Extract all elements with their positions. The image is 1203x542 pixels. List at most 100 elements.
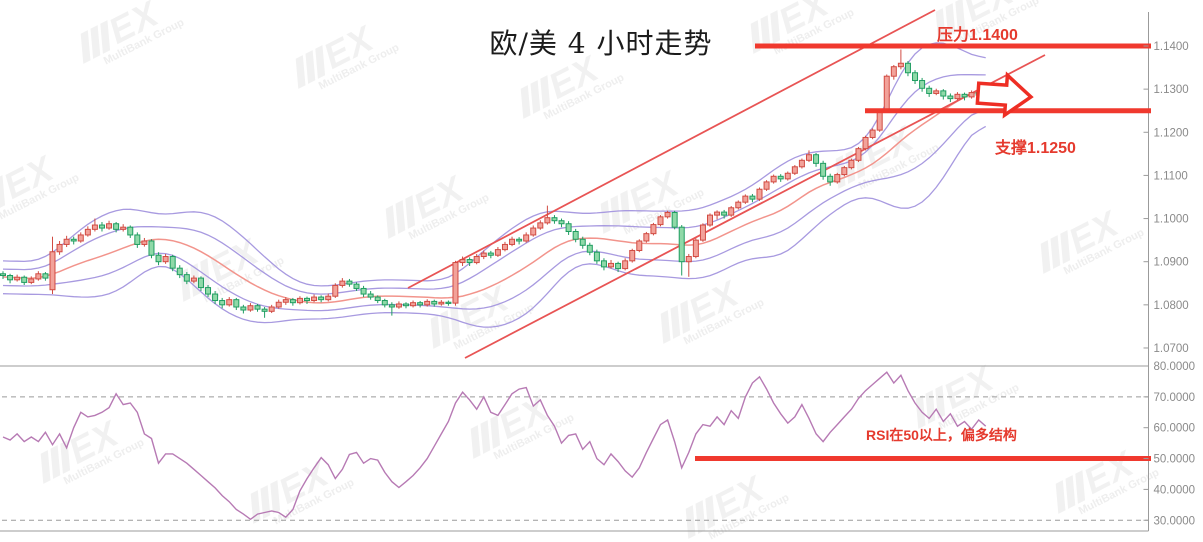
candle-body [572,231,579,240]
candle-body [127,226,134,236]
candle-body [919,80,926,89]
candle-body [148,240,155,256]
candle-body [834,174,841,183]
candle-body [600,260,607,268]
candle-body [664,212,671,218]
candle-body [91,224,98,230]
candle-body [42,273,49,279]
price-axis-label: 1.1100 [1154,170,1188,182]
candle-body [551,217,558,222]
candle-body [629,249,636,262]
candle-body [699,224,706,241]
bollinger-lower-outer-band [2,125,987,328]
candle-body [141,240,148,245]
candle-body [565,223,572,233]
candle-body [410,302,417,307]
candle-body [417,302,424,306]
chart-title: 欧/美 4 小时走势 [489,27,713,60]
candle-body [424,300,431,306]
candle-body [770,175,777,183]
candle-body [268,306,275,312]
candle-body [657,216,664,226]
rsi-axis-label: 70.0000 [1154,392,1196,404]
candle-body [558,220,565,225]
bollinger-upper-inner-band [2,73,986,295]
candle-body [841,167,848,176]
candle-body [254,305,261,310]
candle-body [862,136,869,150]
rsi-axis-label: 30.0000 [1154,515,1196,527]
trend-channel-lower-line [464,54,1046,359]
candle-body [7,275,14,281]
candle-body [933,90,940,94]
candle-body [325,295,332,301]
price-axis-label: 1.1000 [1154,214,1189,226]
right-arrow-annotation [975,71,1034,119]
candle-body [509,238,516,245]
candle-body [473,256,480,264]
candle-body [212,293,219,302]
candle-body [98,224,105,229]
candle-body [353,283,360,289]
candle-body [756,188,763,200]
candle-body [494,249,501,256]
candle-body [296,297,303,304]
candle-body [615,262,622,270]
candle-body [784,172,791,180]
candle-body [805,154,812,161]
candle-body [827,175,834,183]
candle-body [240,306,247,311]
price-axis-label: 1.0800 [1154,300,1189,312]
candle-body [586,244,593,253]
candle-body [707,214,713,226]
rsi-axis-label: 40.0000 [1154,484,1196,496]
candle-body [113,223,120,230]
candle-body [544,217,551,224]
candle-body [28,278,35,283]
candle-body [169,256,176,269]
candle-body [282,299,289,303]
price-axis-label: 1.1300 [1154,84,1189,96]
rsi-axis-label: 60.0000 [1154,423,1196,435]
candle-body [367,293,374,298]
candle-body [735,201,742,209]
candle-body [968,92,975,98]
candle-body [813,154,820,164]
candle-body [233,299,240,308]
candle-body [820,162,827,177]
bollinger-middle-band [2,89,986,304]
candle-body [912,72,919,82]
candle-body [537,222,544,229]
candle-body [876,111,883,131]
rsi-note-label: RSI在50以上，偏多结构 [866,427,1017,443]
candle-body [798,159,805,168]
candle-body [671,212,678,228]
price-axis-label: 1.1400 [1154,41,1189,53]
candle-body [77,234,84,242]
candle-body [579,238,586,246]
candle-body [205,287,212,295]
price-axis-label: 1.1200 [1154,127,1189,139]
candle-body [197,277,204,289]
candle-body [904,62,911,74]
candle-body [63,238,70,245]
price-axis-label: 1.0700 [1154,343,1189,355]
candle-body [650,224,657,235]
candle-body [593,251,600,262]
candle-body [480,252,487,258]
candle-body [714,211,721,216]
bollinger-lower-inner-band [2,108,986,312]
candle-body [120,226,127,230]
candle-body [869,129,876,138]
candle-body [49,251,56,291]
rsi-axis-label: 80.0000 [1154,361,1196,373]
candle-body [339,280,346,286]
candle-body [84,228,91,236]
candle-body [431,300,438,305]
trend-channel-upper-line [407,9,936,289]
candle-body [381,300,388,306]
candle-body [608,262,615,268]
candle-body [219,300,226,306]
candle-body [0,273,6,277]
